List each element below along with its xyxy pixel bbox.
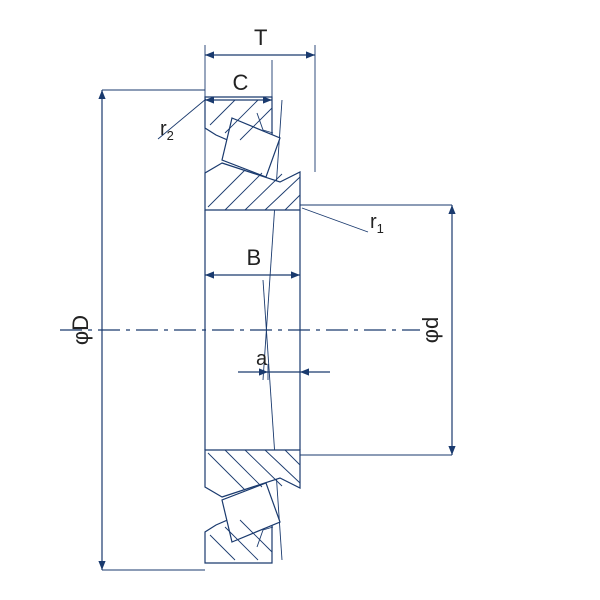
svg-text:r1: r1 bbox=[370, 211, 384, 236]
svg-text:C: C bbox=[233, 70, 249, 95]
svg-text:φd: φd bbox=[418, 317, 443, 344]
svg-text:T: T bbox=[254, 25, 267, 50]
svg-text:φD: φD bbox=[68, 315, 93, 345]
bearing-diagram: TC Ba φD φd r1 r2 bbox=[0, 0, 600, 600]
svg-text:r2: r2 bbox=[160, 118, 174, 143]
svg-text:B: B bbox=[247, 245, 262, 270]
svg-text:a: a bbox=[256, 348, 268, 370]
